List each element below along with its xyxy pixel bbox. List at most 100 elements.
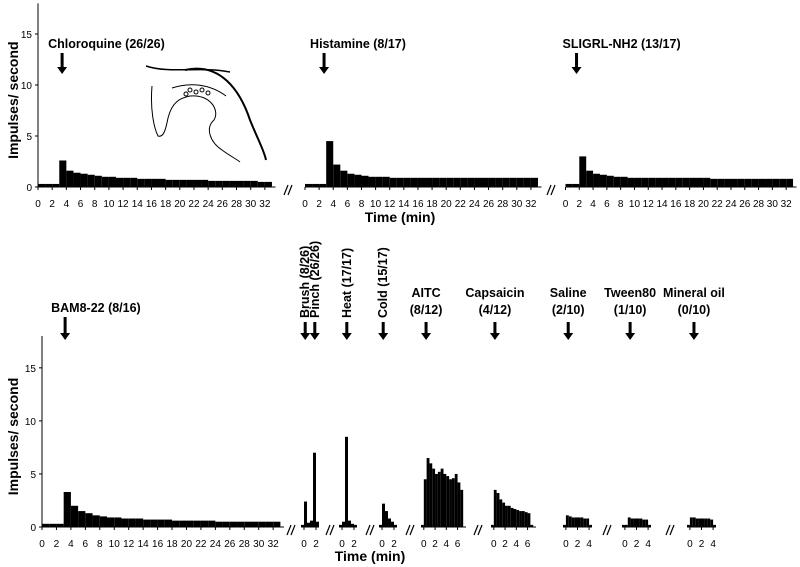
x-tick-label: 22 — [712, 199, 724, 210]
histogram-bar — [208, 520, 216, 527]
histogram-bar — [305, 183, 313, 187]
histogram-bar — [437, 471, 441, 527]
stimulus-label: Saline — [550, 286, 587, 300]
x-tick-label: 2 — [54, 539, 60, 550]
stimulus-arrow — [319, 53, 330, 74]
x-tick-label: 10 — [370, 199, 382, 210]
histogram-bar — [340, 170, 348, 187]
x-tick-label: 6 — [455, 539, 461, 550]
stimulus-label: Histamine (8/17) — [310, 37, 406, 51]
x-tick-label: 6 — [604, 199, 610, 210]
histogram-bar — [457, 482, 461, 527]
histogram-bar — [273, 521, 281, 527]
histogram-bar — [710, 178, 718, 187]
histogram-bar — [460, 177, 468, 187]
histogram-bar — [446, 476, 450, 527]
histogram-bar — [606, 175, 614, 187]
x-tick-label: 30 — [767, 199, 779, 210]
histogram-bar — [505, 505, 508, 527]
histogram-bar — [107, 517, 115, 527]
histogram-bar — [243, 180, 251, 187]
histogram-bar — [396, 177, 404, 187]
histogram-bar — [179, 520, 187, 527]
axis-break — [473, 524, 479, 536]
x-tick-label: 16 — [146, 199, 158, 210]
histogram-bar — [516, 510, 520, 527]
histogram-bar — [704, 518, 708, 527]
histogram-bar — [73, 172, 81, 187]
x-tick-label: 20 — [441, 199, 453, 210]
x-tick-label: 8 — [92, 199, 98, 210]
axis-break — [669, 524, 675, 536]
histogram-bar — [186, 520, 194, 527]
y-tick-label: 0 — [30, 523, 36, 534]
histogram-bar — [488, 177, 496, 187]
stimulus-label: (0/10) — [678, 303, 711, 317]
stimulus-arrow — [421, 322, 432, 340]
stimulus-label: AITC — [411, 286, 440, 300]
histogram-bar — [639, 518, 643, 527]
histogram-bar — [128, 518, 136, 527]
histogram-bar — [49, 523, 57, 527]
x-tick-label: 6 — [525, 539, 531, 550]
histogram-bar — [662, 177, 669, 187]
x-tick-label: 32 — [781, 199, 793, 210]
x-tick-label: 28 — [231, 199, 243, 210]
histogram-bar — [115, 177, 124, 187]
histogram-bar — [186, 179, 194, 187]
stimulus-label: Brush (8/26) — [298, 246, 312, 318]
histogram-bar — [523, 177, 531, 187]
histogram-bar — [565, 183, 573, 187]
histogram-bar — [250, 180, 258, 187]
histogram-bar — [446, 177, 454, 187]
x-tick-label: 14 — [132, 199, 144, 210]
stimulus-arrow — [378, 322, 389, 340]
histogram-bar — [509, 177, 517, 187]
stimulus-arrow — [341, 322, 352, 340]
histogram-bar — [744, 178, 752, 187]
stimulus-arrow — [688, 322, 699, 340]
x-tick-label: 4 — [330, 199, 336, 210]
x-tick-label: 10 — [629, 199, 641, 210]
histogram-bar — [589, 524, 592, 527]
x-tick-label: 2 — [391, 539, 397, 550]
x-tick-label: 12 — [384, 199, 396, 210]
histogram-bar — [426, 458, 430, 527]
x-tick-label: 28 — [497, 199, 509, 210]
x-tick-label: 20 — [181, 539, 193, 550]
y-tick-label: 5 — [30, 470, 36, 481]
histogram-bar — [524, 512, 528, 527]
y-tick-label: 10 — [21, 81, 33, 92]
histogram-bar — [347, 173, 355, 187]
x-tick-label: 4 — [590, 199, 596, 210]
histogram-bar — [717, 178, 725, 187]
histogram-bar — [258, 521, 266, 527]
histogram-bar — [682, 177, 690, 187]
stimulus-arrow — [300, 322, 311, 340]
histogram-bar — [453, 177, 461, 187]
x-tick-label: 14 — [656, 199, 668, 210]
histogram-bar — [435, 473, 438, 527]
histogram-bar — [70, 505, 79, 527]
histogram-bar — [164, 519, 173, 527]
histogram-bar — [429, 463, 433, 527]
histogram-bar — [382, 503, 385, 527]
histogram-bar — [151, 178, 159, 187]
histogram-bar — [421, 524, 424, 527]
y-tick-label: 15 — [21, 30, 33, 41]
histogram-bar — [627, 177, 635, 187]
histogram-bar — [496, 493, 500, 527]
histogram-bar — [586, 170, 594, 187]
histogram-bar — [179, 179, 187, 187]
x-tick-label: 2 — [699, 539, 705, 550]
histogram-bar — [675, 177, 683, 187]
histogram-bar — [229, 180, 237, 187]
histogram-bar — [636, 518, 640, 527]
histogram-bar — [257, 181, 265, 187]
x-tick-label: 28 — [753, 199, 765, 210]
x-tick-label: 12 — [118, 199, 130, 210]
x-tick-label: 2 — [432, 539, 438, 550]
axis-break — [477, 524, 483, 536]
histogram-bar — [85, 513, 93, 527]
x-tick-label: 18 — [427, 199, 439, 210]
